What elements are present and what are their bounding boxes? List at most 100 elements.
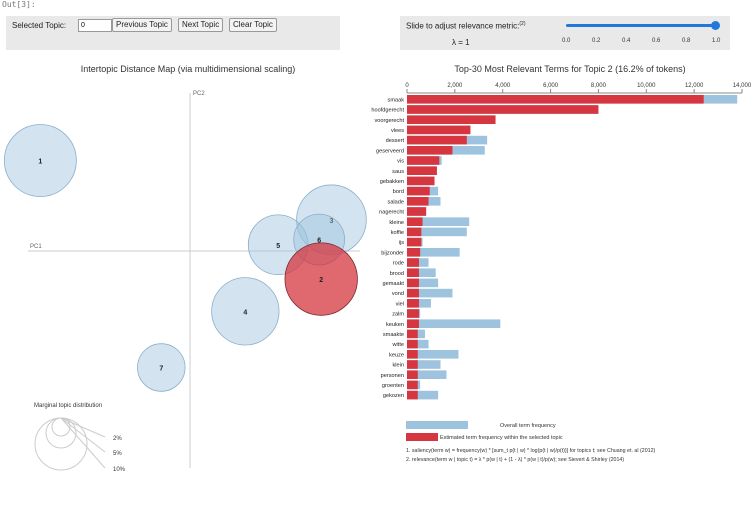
term-label: brood	[390, 271, 404, 277]
term-label: witte	[391, 342, 404, 348]
topic-circle-7[interactable]	[137, 343, 186, 392]
selected-topic-input[interactable]	[78, 19, 112, 32]
legend-line	[60, 417, 106, 453]
bar-topic-vlees[interactable]	[407, 125, 471, 135]
x-tick-label: 0	[405, 83, 409, 89]
term-label: smaak	[388, 97, 405, 103]
bar-topic-bijzonder[interactable]	[407, 248, 421, 257]
term-label: klein	[392, 363, 404, 369]
bar-overall-klein[interactable]	[407, 360, 441, 369]
term-barchart: Top-30 Most Relevant Terms for Topic 2 (…	[371, 64, 751, 463]
topic-label-7: 7	[159, 365, 163, 372]
legend-label: 5%	[113, 451, 122, 457]
next-topic-button[interactable]: Next Topic	[178, 18, 224, 32]
topic-label-3: 3	[329, 218, 333, 225]
topic-label-5: 5	[276, 243, 280, 250]
term-label: koffie	[391, 230, 404, 236]
bar-topic-smaak[interactable]	[407, 95, 704, 104]
slider-tick: 0.4	[622, 38, 631, 44]
bar-topic-gebakken[interactable]	[407, 176, 435, 186]
term-label: keuken	[386, 322, 404, 328]
relevance-slider-track[interactable]	[566, 24, 716, 27]
bar-overall-gekozen[interactable]	[407, 390, 439, 400]
relevance-slider-panel: Slide to adjust relevance metric:(2) λ =…	[400, 16, 730, 50]
bar-overall-keuken[interactable]	[407, 319, 501, 328]
bar-topic-groenten[interactable]	[407, 380, 418, 390]
slider-label-text: Slide to adjust relevance metric:	[406, 21, 520, 31]
bar-topic-keuze[interactable]	[407, 350, 418, 359]
legend-line	[60, 417, 106, 469]
legend-title: Marginal topic distribution	[34, 403, 102, 409]
bar-topic-vis[interactable]	[407, 156, 440, 165]
bar-topic-gemaakt[interactable]	[407, 278, 419, 288]
term-label: personen	[381, 373, 404, 379]
term-label: rode	[393, 261, 404, 267]
bar-topic-dessert[interactable]	[407, 135, 467, 145]
bar-topic-geserveerd[interactable]	[407, 146, 453, 155]
bar-overall-bijzonder[interactable]	[407, 248, 460, 257]
topic-circle-2[interactable]	[284, 242, 358, 316]
previous-topic-button[interactable]: Previous Topic	[112, 18, 172, 32]
map-title: Intertopic Distance Map (via multidimens…	[81, 64, 296, 74]
selected-topic-label: Selected Topic:	[12, 21, 67, 30]
term-label: geserveerd	[376, 148, 404, 154]
topic-circle-1[interactable]	[3, 124, 77, 197]
bar-overall-brood[interactable]	[407, 268, 436, 277]
bar-overall-keuze[interactable]	[407, 350, 459, 359]
bar-topic-koffie[interactable]	[407, 227, 422, 237]
bar-overall-kleine[interactable]	[407, 217, 470, 226]
bar-topic-zalm[interactable]	[407, 309, 419, 318]
footnote-saliency: 1. saliency(term w) = frequency(w) * [su…	[406, 448, 656, 454]
term-label: ijs	[399, 240, 404, 246]
term-label: vis	[397, 159, 404, 165]
pc2-label: PC2	[193, 91, 205, 97]
x-tick-label: 6,000	[543, 83, 559, 89]
term-label: kleine	[389, 220, 404, 226]
term-label: viel	[396, 301, 404, 307]
topic-controls: Selected Topic: Previous Topic Next Topi…	[6, 16, 340, 50]
lambda-value: λ = 1	[452, 38, 470, 47]
bar-topic-saus[interactable]	[407, 166, 437, 175]
x-tick-label: 2,000	[447, 83, 463, 89]
term-label: salade	[388, 199, 404, 205]
term-label: vlees	[391, 128, 404, 134]
bar-topic-viel[interactable]	[407, 299, 419, 308]
term-label: gemaakt	[383, 281, 405, 287]
bar-topic-keuken[interactable]	[407, 319, 419, 328]
bar-topic-brood[interactable]	[407, 268, 419, 277]
bar-topic-klein[interactable]	[407, 360, 418, 369]
term-label: smaakte	[383, 332, 404, 338]
bar-topic-kleine[interactable]	[407, 217, 423, 226]
term-bars[interactable]: smaak hoofdgerecht voorgerecht vlees dessert…	[371, 95, 738, 400]
bar-overall-viel[interactable]	[407, 299, 431, 308]
bar-overall-gemaakt[interactable]	[407, 278, 439, 288]
legend-label: 2%	[113, 436, 122, 442]
clear-topic-button[interactable]: Clear Topic	[229, 18, 277, 32]
term-label: zalm	[392, 312, 404, 318]
bar-topic-gekozen[interactable]	[407, 390, 418, 400]
bar-topic-personen[interactable]	[407, 370, 418, 379]
bar-overall-koffie[interactable]	[407, 227, 467, 237]
bar-topic-witte[interactable]	[407, 339, 418, 349]
legend-line	[60, 417, 106, 438]
topic-circles[interactable]: 1 3 4 5 6 7 2	[3, 124, 367, 392]
bar-overall-vond[interactable]	[407, 288, 453, 298]
legend-overall-swatch	[406, 421, 468, 429]
bar-topic-bord[interactable]	[407, 186, 430, 196]
bar-topic-rode[interactable]	[407, 258, 419, 267]
topic-circle-4[interactable]	[211, 277, 280, 346]
bar-topic-voorgerecht[interactable]	[407, 115, 496, 124]
bar-overall-personen[interactable]	[407, 370, 447, 379]
topic-label-4: 4	[243, 309, 247, 316]
bar-topic-nagerecht[interactable]	[407, 207, 427, 216]
bar-topic-smaakte[interactable]	[407, 329, 418, 339]
topic-label-6: 6	[317, 238, 321, 245]
topic-label-1: 1	[38, 159, 42, 166]
bar-topic-vond[interactable]	[407, 288, 419, 298]
relevance-slider-thumb[interactable]	[711, 21, 720, 30]
bar-topic-hoofdgerecht[interactable]	[407, 105, 599, 114]
term-label: voorgerecht	[374, 118, 404, 124]
bar-topic-salade[interactable]	[407, 197, 429, 206]
bar-topic-ijs[interactable]	[407, 237, 422, 247]
pc1-label: PC1	[30, 244, 42, 250]
